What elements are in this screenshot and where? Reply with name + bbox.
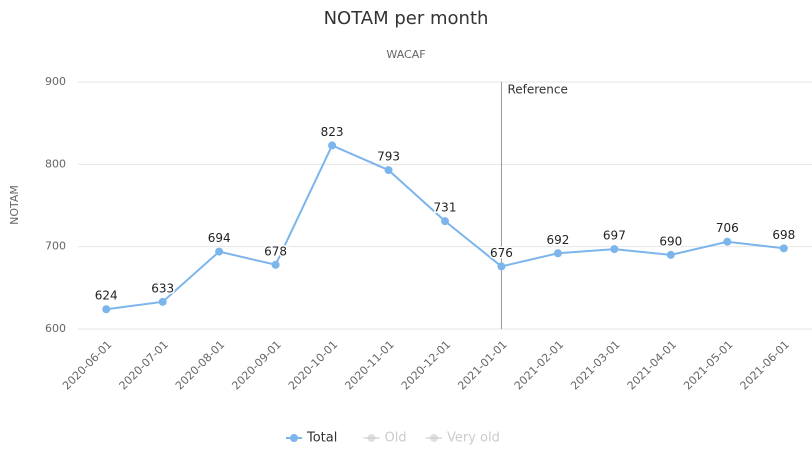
data-point (441, 217, 449, 226)
legend-symbol (290, 434, 298, 442)
data-label: 706 (716, 221, 739, 235)
chart-subtitle: WACAF (386, 48, 425, 61)
data-point (497, 262, 506, 271)
data-point (553, 249, 562, 258)
data-label: 694 (208, 231, 231, 245)
x-tick-label: 2020-09-01 (229, 338, 283, 392)
data-label: 676 (490, 246, 513, 260)
data-point (328, 141, 337, 150)
series-line (106, 144, 784, 311)
x-tick-label: 2021-06-01 (738, 338, 792, 392)
y-tick-label: 800 (45, 157, 66, 170)
chart-title: NOTAM per month (324, 8, 489, 29)
data-point (271, 260, 280, 269)
data-label: 633 (151, 281, 174, 295)
data-label: 823 (321, 125, 344, 139)
x-tick-label: 2020-06-01 (60, 338, 114, 392)
legend-label[interactable]: Total (306, 431, 337, 446)
y-tick-label: 600 (45, 322, 66, 335)
data-point (215, 247, 224, 256)
x-tick-label: 2021-04-01 (625, 338, 679, 392)
x-tick-label: 2021-01-01 (455, 338, 509, 392)
y-tick-label: 700 (45, 240, 66, 253)
x-tick-label: 2020-12-01 (399, 338, 453, 392)
x-tick-label: 2020-11-01 (342, 338, 396, 392)
legend-label[interactable]: Old (385, 431, 407, 446)
x-tick-label: 2021-02-01 (512, 338, 566, 392)
data-label: 698 (772, 228, 795, 242)
data-point (102, 305, 111, 314)
reference-label: Reference (507, 83, 567, 97)
y-tick-label: 900 (45, 75, 66, 88)
data-label: 624 (95, 289, 118, 303)
x-tick-label: 2020-07-01 (117, 338, 171, 392)
data-label: 731 (434, 201, 457, 215)
data-label: 692 (546, 233, 569, 247)
data-label: 678 (264, 244, 287, 258)
legend-symbol (367, 434, 376, 442)
data-label: 690 (659, 234, 682, 248)
data-point (666, 250, 675, 259)
data-point (723, 237, 732, 246)
y-axis-label: NOTAM (8, 185, 21, 225)
x-tick-label: 2020-10-01 (286, 338, 340, 392)
legend-label[interactable]: Very old (447, 431, 500, 446)
x-tick-label: 2020-08-01 (173, 338, 227, 392)
data-point (158, 297, 167, 306)
data-point (384, 166, 393, 175)
data-point (610, 245, 619, 254)
data-label: 793 (377, 150, 400, 164)
legend-symbol (430, 434, 438, 442)
x-tick-label: 2021-05-01 (681, 338, 735, 392)
x-tick-label: 2021-03-01 (568, 338, 622, 392)
data-point (779, 244, 788, 253)
data-label: 697 (603, 229, 626, 243)
